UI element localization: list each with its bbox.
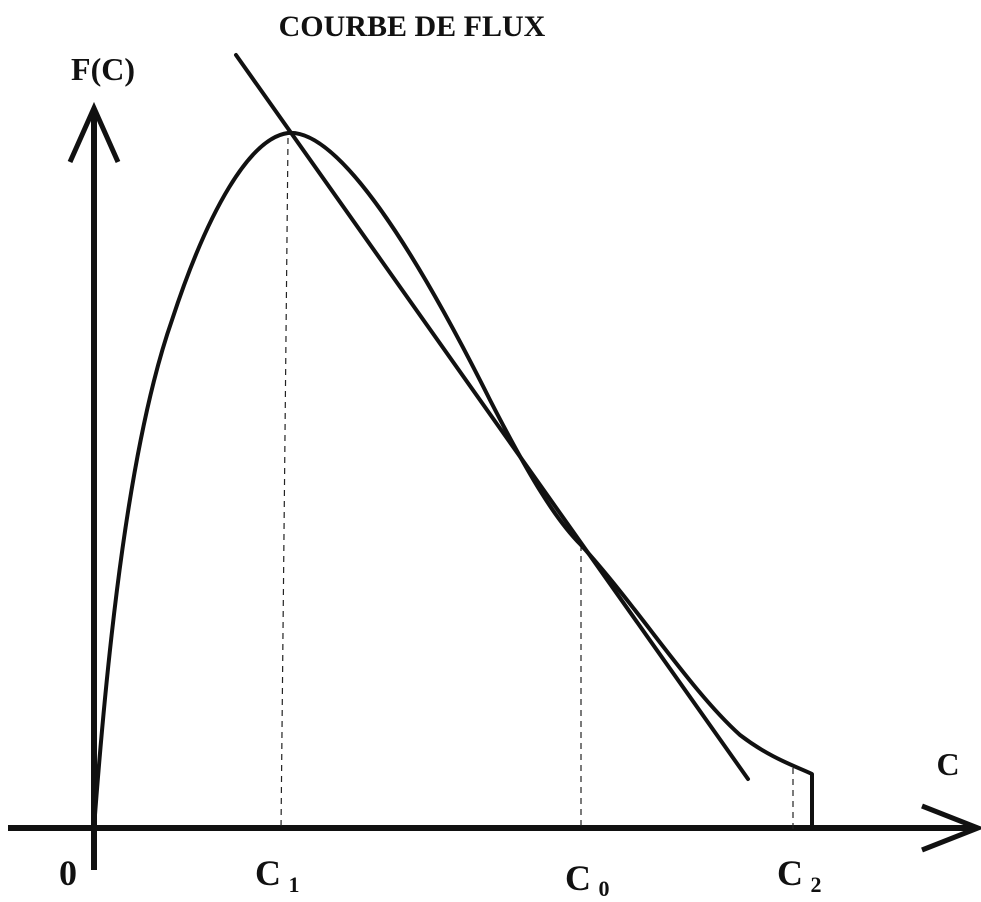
tick-label-c1-base: C <box>255 853 281 893</box>
origin-label: 0 <box>59 853 77 893</box>
tick-label-c1: C 1 <box>255 853 300 897</box>
x-axis-label: C <box>936 746 959 782</box>
tick-label-c0-sub: 0 <box>599 876 610 901</box>
x-axis-arrow-icon <box>921 803 981 853</box>
chart-title: COURBE DE FLUX <box>279 10 546 43</box>
tick-label-c2: C 2 <box>777 853 822 897</box>
c1-guide-line <box>280 137 289 831</box>
tangent-line <box>234 53 750 781</box>
tick-label-c2-base: C <box>777 853 803 893</box>
tick-label-c2-sub: 2 <box>811 872 822 897</box>
tick-label-c1-sub: 1 <box>289 872 300 897</box>
y-axis-label: F(C) <box>71 51 135 87</box>
tick-label-c0-base: C <box>565 858 591 898</box>
flux-curve <box>92 130 814 829</box>
y-axis-arrow-icon <box>67 101 121 164</box>
tick-label-c0: C 0 <box>565 858 610 901</box>
